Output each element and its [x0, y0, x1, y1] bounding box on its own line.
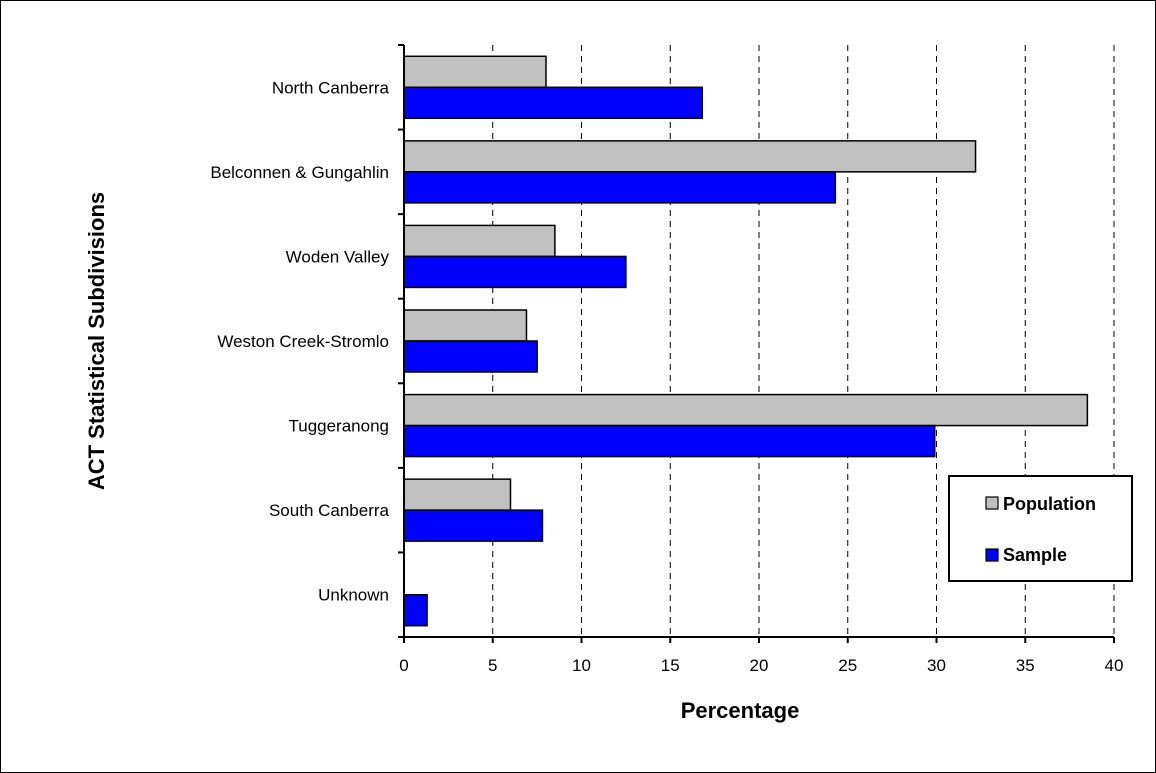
category-label: North Canberra [272, 78, 390, 97]
legend-swatch-sample [985, 548, 999, 562]
bar-population [403, 393, 1089, 427]
legend-label-population: Population [1003, 494, 1096, 514]
legend-label-sample: Sample [1003, 545, 1067, 565]
x-tick-label: 30 [927, 656, 946, 675]
category-label: Unknown [318, 586, 389, 605]
bar-sample [403, 593, 428, 627]
bar-sample [403, 424, 936, 458]
bar-population [403, 224, 556, 258]
category-label: Woden Valley [286, 247, 390, 266]
x-axis-title: Percentage [681, 698, 800, 723]
x-tick-label: 5 [488, 656, 497, 675]
category-label: Tuggeranong [288, 417, 389, 436]
x-tick-label: 40 [1105, 656, 1124, 675]
y-axis-title: ACT Statistical Subdivisions [84, 192, 109, 490]
x-tick-label: 10 [572, 656, 591, 675]
bar-population [403, 478, 512, 511]
x-tick-label: 20 [750, 656, 769, 675]
category-label: Weston Creek-Stromlo [217, 332, 389, 351]
legend-swatch-population [985, 496, 999, 510]
axes [398, 44, 1115, 643]
x-tick-label: 0 [399, 656, 408, 675]
bars [403, 55, 1089, 627]
labels: 0 5 10 15 20 25 30 35 40 North Canberra Belconnen … [210, 78, 1123, 675]
bar-population [403, 309, 528, 342]
bar-population [403, 55, 547, 89]
category-label: Belconnen & Gungahlin [210, 163, 389, 182]
bar-population [403, 140, 977, 173]
bar-sample [403, 255, 627, 289]
bar-sample [403, 86, 703, 120]
bar-sample [403, 340, 538, 373]
bar-sample [403, 509, 544, 542]
legend: Population Sample [948, 475, 1133, 582]
x-tick-label: 15 [661, 656, 680, 675]
category-label: South Canberra [269, 501, 390, 520]
x-tick-label: 25 [838, 656, 857, 675]
x-tick-label: 35 [1016, 656, 1035, 675]
legend-box [948, 475, 1133, 582]
bar-sample [403, 171, 837, 204]
